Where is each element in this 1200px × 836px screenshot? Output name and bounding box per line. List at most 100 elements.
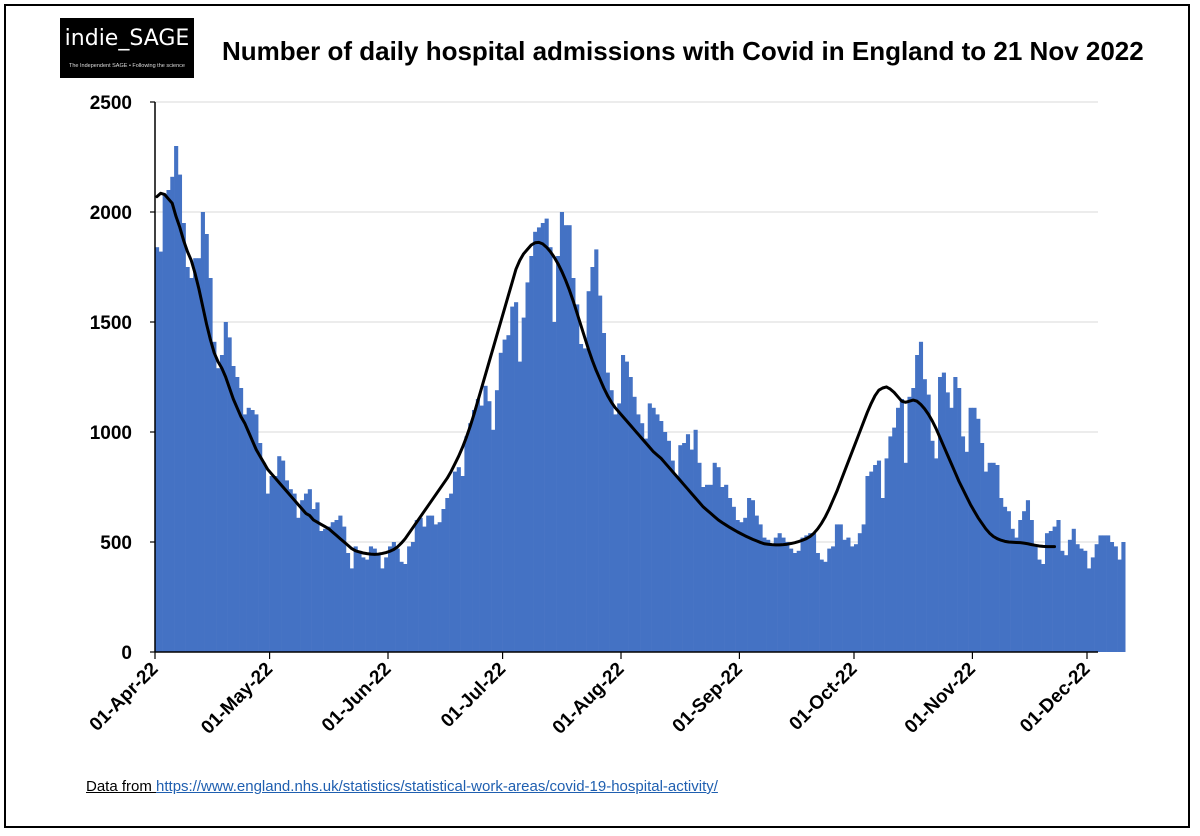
bar [708, 484, 713, 652]
bar [907, 396, 912, 652]
bar [980, 443, 985, 652]
bar [1022, 511, 1027, 652]
bar [349, 568, 354, 652]
bar [430, 515, 435, 652]
bar [945, 392, 950, 652]
bar [682, 443, 687, 652]
bar [999, 498, 1004, 652]
bar [720, 487, 725, 652]
bar [1071, 528, 1076, 652]
bar [1048, 531, 1053, 652]
bar [284, 480, 289, 652]
bar [1064, 555, 1069, 652]
bar [865, 476, 870, 652]
bar [838, 524, 843, 652]
bar [342, 526, 347, 652]
source-link[interactable]: https://www.england.nhs.uk/statistics/st… [156, 778, 718, 795]
bar [281, 460, 286, 652]
y-tick-label: 500 [100, 533, 132, 554]
bar [834, 524, 840, 652]
bar [674, 476, 679, 652]
bar [983, 471, 988, 652]
indie-sage-logo: indie_SAGE The Independent SAGE • Follow… [60, 18, 194, 78]
bar [582, 348, 587, 652]
x-tick-label: 01-Nov-22 [901, 659, 980, 738]
bar [651, 407, 656, 652]
bar [899, 399, 904, 652]
bar [307, 489, 312, 652]
bar [766, 539, 771, 652]
source-note: Data from https://www.england.nhs.uk/sta… [86, 778, 718, 795]
bar [204, 234, 209, 652]
bar [1018, 520, 1023, 652]
bar [811, 533, 817, 652]
bar [559, 212, 565, 652]
bar [705, 484, 710, 652]
bar [288, 489, 293, 652]
bar [808, 533, 813, 652]
bar [578, 344, 584, 652]
bar [869, 471, 874, 652]
bar [1044, 533, 1050, 652]
bar [571, 278, 576, 652]
bar [303, 493, 309, 652]
bar [414, 520, 419, 652]
bar [250, 410, 255, 652]
bar [678, 445, 683, 652]
bar [155, 247, 160, 652]
bar [452, 471, 458, 652]
bar [1060, 550, 1065, 652]
bar [663, 432, 668, 652]
bar [246, 407, 251, 652]
bar [1010, 528, 1015, 652]
bar [689, 449, 694, 652]
bar [934, 458, 939, 652]
bar [621, 355, 626, 652]
bar [960, 436, 966, 652]
bar [170, 176, 175, 653]
bar [216, 368, 221, 652]
x-tick-label: 01-Apr-22 [86, 659, 163, 736]
bar [636, 414, 641, 652]
bar [792, 553, 798, 652]
bar [441, 509, 446, 652]
bar [460, 476, 465, 652]
moving-average-line [155, 191, 1057, 556]
bar [181, 223, 186, 652]
bar [609, 390, 614, 652]
bar [594, 249, 599, 652]
bar [231, 366, 236, 652]
bar [219, 355, 225, 652]
y-tick-label: 1500 [90, 313, 132, 334]
bar [502, 339, 507, 652]
bar [743, 517, 748, 652]
bar [300, 500, 305, 652]
bar [1083, 550, 1088, 652]
bar [781, 537, 786, 652]
bar [1033, 546, 1038, 652]
bar [575, 304, 580, 652]
bar [269, 476, 274, 652]
bar [239, 388, 244, 652]
bar [189, 278, 194, 652]
bar [338, 515, 343, 652]
bar [842, 539, 847, 652]
bar [1106, 535, 1111, 652]
x-tick-label: 01-May-22 [197, 659, 277, 739]
bar [372, 548, 377, 652]
bar [197, 258, 202, 652]
bar [773, 537, 778, 652]
bar [491, 429, 496, 652]
bar [716, 467, 721, 652]
bar [613, 414, 618, 652]
bar [330, 522, 335, 652]
bar [242, 414, 247, 652]
bar [445, 498, 450, 652]
bar [789, 548, 794, 652]
bar [643, 438, 649, 652]
bar [567, 225, 572, 652]
y-tick-label: 2000 [90, 203, 132, 224]
bar [991, 462, 996, 652]
bar [873, 465, 878, 652]
bar [617, 403, 622, 652]
